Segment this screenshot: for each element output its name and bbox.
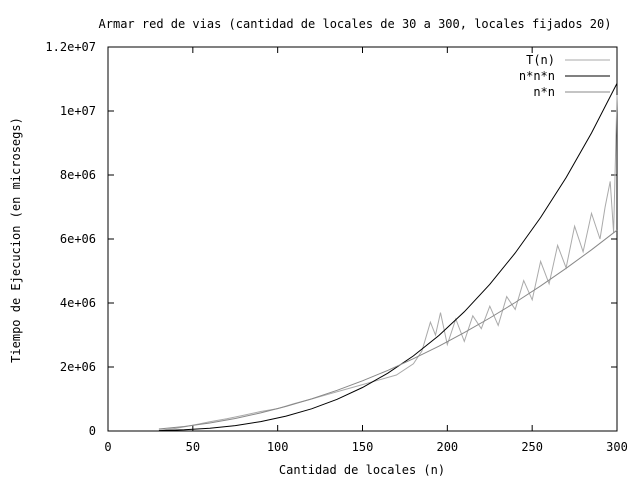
y-axis-label: Tiempo de Ejecucion (en microsegs) — [9, 117, 23, 363]
x-axis-label: Cantidad de locales (n) — [279, 463, 445, 477]
series-layer — [158, 83, 618, 432]
chart-title: Armar red de vias (cantidad de locales d… — [99, 17, 612, 31]
series-line-0 — [158, 94, 618, 431]
plot-frame — [107, 46, 618, 432]
y-tick-label: 1.2e+07 — [45, 40, 96, 54]
x-tick-label: 0 — [104, 440, 111, 454]
y-axis: 0 2e+06 4e+06 6e+06 8e+06 1e+07 1.2e+07 — [45, 40, 617, 438]
plot-border — [107, 46, 618, 432]
legend-label-1: n*n*n — [519, 69, 555, 83]
legend-label-0: T(n) — [526, 53, 555, 67]
x-tick-label: 100 — [267, 440, 289, 454]
x-tick-label: 150 — [352, 440, 374, 454]
y-tick-label: 1e+07 — [60, 104, 96, 118]
y-tick-label: 4e+06 — [60, 296, 96, 310]
y-tick-label: 6e+06 — [60, 232, 96, 246]
x-tick-label: 50 — [186, 440, 200, 454]
series-line-1 — [158, 83, 618, 432]
y-tick-label: 0 — [89, 424, 96, 438]
x-tick-label: 250 — [521, 440, 543, 454]
legend: T(n) n*n*n n*n — [519, 53, 610, 99]
x-tick-label: 200 — [436, 440, 458, 454]
y-tick-label: 8e+06 — [60, 168, 96, 182]
legend-label-2: n*n — [533, 85, 555, 99]
y-tick-label: 2e+06 — [60, 360, 96, 374]
series-line-2 — [158, 229, 618, 430]
x-axis: 0 50 100 150 200 250 300 — [104, 47, 628, 454]
x-tick-label: 300 — [606, 440, 628, 454]
